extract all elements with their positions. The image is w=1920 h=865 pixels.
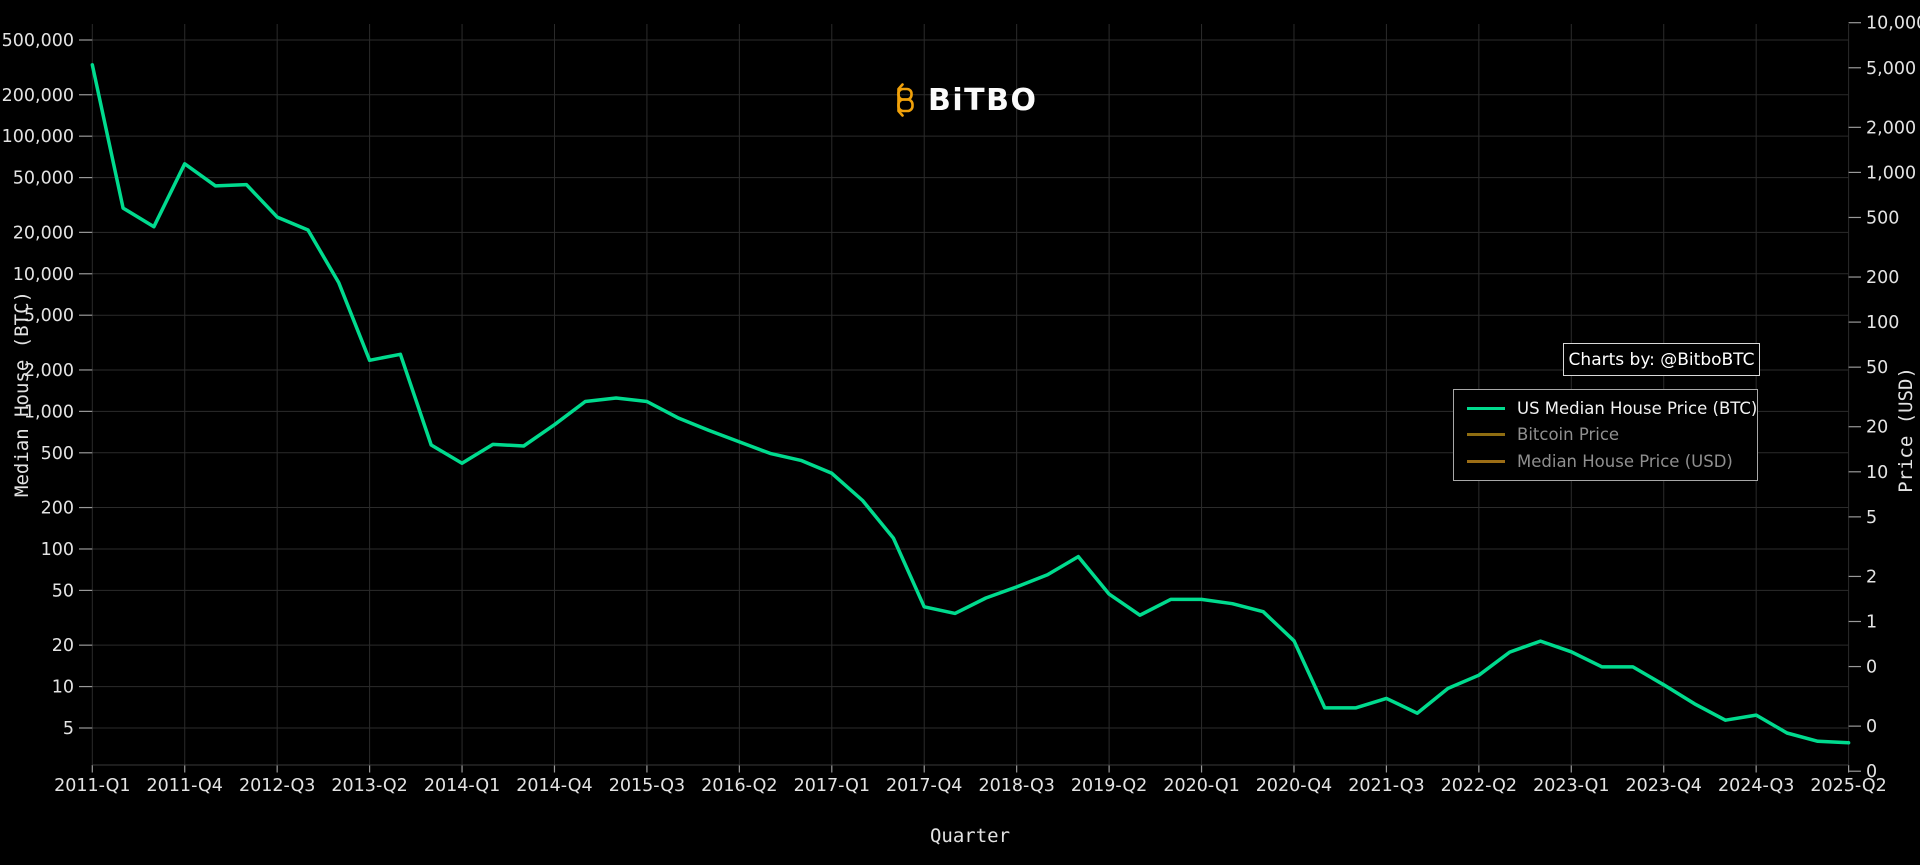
- legend-item-0[interactable]: US Median House Price (BTC): [1467, 399, 1757, 418]
- legend: US Median House Price (BTC) Bitcoin Price…: [1453, 389, 1758, 481]
- legend-swatch: [1467, 460, 1505, 464]
- bitcoin-b-icon: [897, 83, 914, 117]
- y-left-tick-label: 2,000: [24, 361, 74, 381]
- y-right-tick-label: 0: [1866, 762, 1877, 782]
- x-tick-label: 2019-Q2: [1071, 776, 1147, 796]
- y-right-tick-label: 10: [1866, 463, 1888, 483]
- y-right-tick-label: 10,000: [1866, 14, 1920, 34]
- x-tick-label: 2011-Q1: [54, 776, 130, 796]
- x-tick-label: 2024-Q3: [1718, 776, 1794, 796]
- y-right-tick-label: 200: [1866, 268, 1899, 288]
- legend-swatch: [1467, 406, 1505, 410]
- legend-label: Bitcoin Price: [1517, 425, 1620, 445]
- x-tick-label: 2014-Q1: [424, 776, 500, 796]
- x-tick-label: 2020-Q1: [1163, 776, 1239, 796]
- y-left-tick-label: 20,000: [13, 223, 74, 243]
- y-right-tick-label: 0: [1866, 658, 1877, 678]
- y-left-tick-label: 10,000: [13, 265, 74, 285]
- legend-label: Median House Price (USD): [1517, 452, 1733, 472]
- y-right-tick-label: 1: [1866, 613, 1877, 633]
- y-left-tick-label: 50,000: [13, 169, 74, 189]
- x-tick-label: 2013-Q2: [331, 776, 407, 796]
- charts-by-badge: Charts by: @BitboBTC: [1563, 343, 1760, 376]
- y-left-tick-label: 100: [41, 540, 74, 560]
- y-right-tick-label: 2: [1866, 567, 1877, 587]
- y-right-tick-label: 1,000: [1866, 163, 1916, 183]
- y-right-tick-label: 0: [1866, 717, 1877, 737]
- y-left-tick-label: 1,000: [24, 402, 74, 422]
- y-left-tick-label: 500: [41, 444, 74, 464]
- y-left-tick-label: 200,000: [2, 86, 74, 106]
- series-line: [90, 63, 1851, 745]
- x-tick-label: 2015-Q3: [609, 776, 685, 796]
- x-tick-label: 2022-Q2: [1441, 776, 1517, 796]
- y-right-tick-label: 5: [1866, 508, 1877, 528]
- x-tick-label: 2020-Q4: [1256, 776, 1332, 796]
- y-left-tick-label: 50: [52, 581, 74, 601]
- x-tick-label: 2018-Q3: [978, 776, 1054, 796]
- y-left-tick-label: 200: [41, 499, 74, 519]
- x-tick-label: 2012-Q3: [239, 776, 315, 796]
- x-tick-label: 2025-Q2: [1810, 776, 1886, 796]
- x-tick-label: 2023-Q1: [1533, 776, 1609, 796]
- legend-item-1[interactable]: Bitcoin Price: [1467, 425, 1751, 444]
- x-tick-label: 2023-Q4: [1626, 776, 1702, 796]
- x-tick-label: 2017-Q4: [886, 776, 962, 796]
- y-right-tick-label: 50: [1866, 358, 1888, 378]
- x-tick-label: 2017-Q1: [794, 776, 870, 796]
- y-left-tick-label: 10: [52, 678, 74, 698]
- x-axis-title: Quarter: [929, 825, 1011, 847]
- y-right-tick-label: 20: [1866, 418, 1888, 438]
- y-right-tick-label: 100: [1866, 313, 1899, 333]
- y-right-tick-label: 500: [1866, 208, 1899, 228]
- legend-item-2[interactable]: Median House Price (USD): [1467, 452, 1751, 471]
- legend-label: US Median House Price (BTC): [1517, 398, 1758, 418]
- y-left-tick-label: 5,000: [24, 306, 74, 326]
- x-tick-label: 2021-Q3: [1348, 776, 1424, 796]
- y-left-tick-label: 500,000: [2, 31, 74, 51]
- y-right-tick-label: 5,000: [1866, 59, 1916, 79]
- y-left-tick-label: 5: [63, 719, 74, 739]
- y-left-tick-label: 100,000: [2, 127, 74, 147]
- left-axis-title: Median House (BTC): [11, 291, 33, 497]
- x-tick-label: 2014-Q4: [516, 776, 592, 796]
- right-axis-title: Price (USD): [1895, 367, 1917, 493]
- logo: BiTBO: [892, 82, 1037, 118]
- x-tick-label: 2016-Q2: [701, 776, 777, 796]
- y-left-tick-label: 20: [52, 636, 74, 656]
- charts-by-text: Charts by: @BitboBTC: [1568, 349, 1755, 370]
- x-tick-label: 2011-Q4: [147, 776, 223, 796]
- logo-text: BiTBO: [928, 82, 1038, 118]
- legend-swatch: [1467, 433, 1505, 437]
- y-right-tick-label: 2,000: [1866, 118, 1916, 138]
